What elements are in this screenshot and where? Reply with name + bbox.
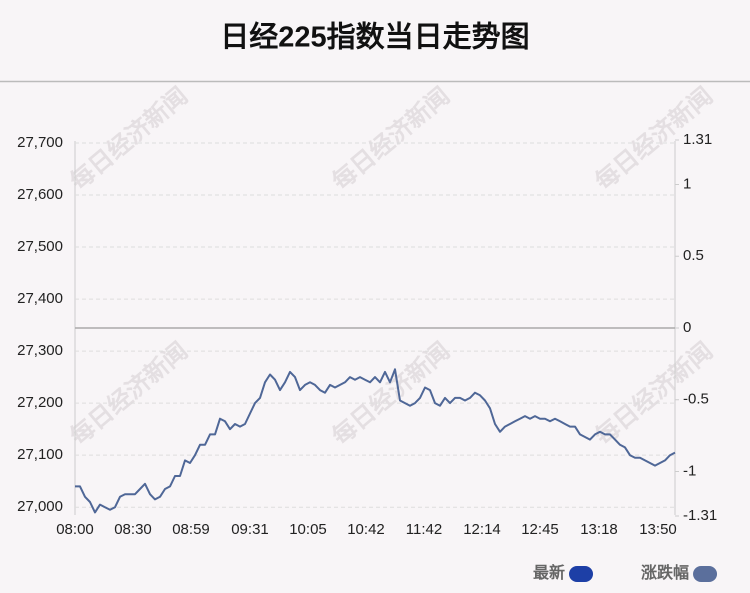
y2-tick-label: -1 <box>683 462 696 479</box>
x-tick-label: 08:00 <box>56 521 94 538</box>
legend-swatch <box>693 566 718 582</box>
x-tick-label: 10:05 <box>289 521 327 538</box>
y-tick-label: 27,500 <box>17 238 63 255</box>
x-tick-label: 08:30 <box>114 521 152 538</box>
x-tick-label: 10:42 <box>347 521 385 538</box>
line-series <box>75 368 676 514</box>
y-tick-label: 27,000 <box>17 498 63 515</box>
y2-tick-label: 1.31 <box>683 131 712 148</box>
y2-tick-label: -0.5 <box>683 391 709 408</box>
legend-swatch <box>569 566 594 582</box>
y-tick-label: 27,100 <box>17 446 63 463</box>
x-tick-label: 12:45 <box>521 521 559 538</box>
y2-tick-label: -1.31 <box>683 507 717 524</box>
x-tick-label: 13:18 <box>580 521 618 538</box>
legend-label: 最新 <box>533 563 565 582</box>
y2-tick-label: 0.5 <box>683 247 704 264</box>
x-tick-label: 13:50 <box>639 521 677 538</box>
x-tick-label: 11:42 <box>406 521 442 538</box>
y-tick-label: 27,300 <box>17 342 63 359</box>
y-tick-label: 27,200 <box>17 394 63 411</box>
y2-tick-label: 0 <box>683 319 691 336</box>
chart-title: 日经225指数当日走势图 <box>220 20 529 54</box>
x-tick-label: 12:14 <box>463 521 501 538</box>
y2-tick-label: 1 <box>683 175 691 192</box>
y-tick-label: 27,600 <box>17 186 63 203</box>
y-tick-label: 27,700 <box>17 134 63 151</box>
legend-label: 涨跌幅 <box>641 563 689 582</box>
x-tick-label: 09:31 <box>231 521 269 538</box>
x-tick-label: 08:59 <box>172 521 210 538</box>
y-tick-label: 27,400 <box>17 290 63 307</box>
